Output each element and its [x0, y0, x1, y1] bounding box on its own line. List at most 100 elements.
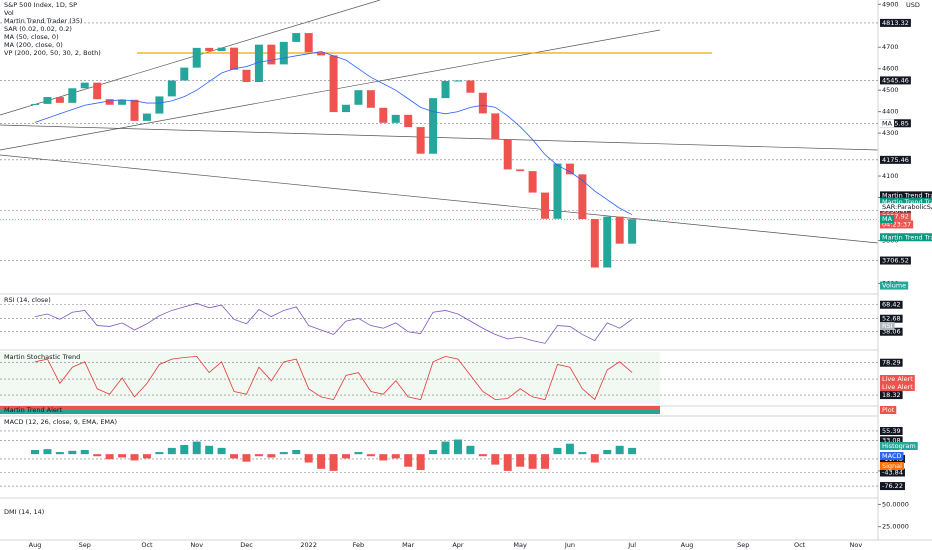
- x-tick-label: Dec: [240, 541, 253, 549]
- histogram-bar: [416, 454, 425, 471]
- candle: [118, 99, 127, 105]
- level-label-box: [880, 314, 903, 323]
- candle: [478, 92, 487, 114]
- level-label-box: [880, 482, 905, 491]
- histogram-bar: [541, 454, 550, 469]
- candle: [80, 82, 89, 89]
- histogram-bar: [242, 454, 251, 462]
- candle: [105, 99, 114, 105]
- candle: [254, 44, 263, 83]
- level-label-box: [880, 18, 911, 27]
- level-label: 68.42: [882, 301, 901, 309]
- candle: [429, 98, 438, 154]
- level-label-box: [880, 391, 903, 400]
- candle: [217, 47, 226, 52]
- histogram-bar: [155, 452, 164, 455]
- candle: [366, 90, 375, 108]
- indicator-legend: VP (200, 200, 50, 30, 2, Both): [4, 49, 101, 57]
- level-label: 78.29: [882, 359, 901, 367]
- countdown: 04:23:37: [882, 220, 911, 228]
- level-label-box: [880, 426, 903, 435]
- y-tick-label: 4500: [882, 86, 899, 94]
- histogram-bar: [180, 444, 189, 455]
- candle: [342, 104, 350, 113]
- histogram-bar: [379, 454, 388, 461]
- indicator-legend: Vol: [4, 9, 14, 17]
- candle: [292, 33, 301, 42]
- histogram-bar: [130, 454, 139, 461]
- pane-tag: RSI: [882, 322, 893, 330]
- pane-tag-box: [880, 462, 904, 470]
- pane-tag-box: [880, 322, 895, 330]
- x-tick-label: Mar: [402, 541, 415, 549]
- trend-line: [0, 154, 879, 244]
- candle: [516, 169, 525, 172]
- histogram-bar: [553, 447, 562, 455]
- level-label: 3706.52: [882, 257, 909, 265]
- last-price-label: 3897.92: [882, 212, 909, 220]
- histogram-bar: [118, 454, 127, 458]
- series-tag-box: [880, 215, 895, 223]
- series-tag-box: [880, 281, 909, 290]
- symbol-title: S&P 500 Index, 1D, SP: [4, 1, 77, 9]
- candle: [242, 69, 251, 83]
- series-tag-box: [880, 203, 932, 212]
- level-label-box: [880, 327, 903, 336]
- candle: [590, 219, 599, 268]
- histogram-bar: [578, 452, 587, 455]
- candle: [55, 97, 64, 103]
- level-label: 4175.46: [882, 156, 909, 164]
- candle: [267, 44, 276, 65]
- channel-line: [0, 0, 381, 116]
- pane-title: DMI (14, 14): [4, 508, 44, 516]
- x-tick-label: Jul: [627, 541, 636, 549]
- x-tick-label: Sep: [737, 541, 749, 549]
- candle: [304, 33, 313, 53]
- trend-line: [0, 124, 879, 151]
- candle: [142, 113, 151, 121]
- level-label-box: [880, 358, 903, 367]
- indicator-legend: SAR (0.02, 0.02, 0.2): [4, 25, 72, 33]
- candle: [192, 47, 201, 68]
- candle: [391, 114, 400, 123]
- histogram-bar: [354, 452, 363, 455]
- indicator-legend: Martin Trend Trader (35): [4, 17, 83, 25]
- level-label: 18.32: [882, 391, 901, 399]
- series-tag-box: [880, 197, 932, 206]
- histogram-bar: [615, 445, 624, 455]
- x-tick-label: Aug: [681, 541, 694, 549]
- candle: [441, 80, 450, 99]
- level-label: 33.08: [882, 436, 901, 444]
- histogram-bar: [429, 449, 438, 455]
- candle: [491, 113, 500, 140]
- histogram-bar: [404, 454, 413, 467]
- y-tick-label: 4700: [882, 43, 899, 51]
- candle: [453, 80, 462, 82]
- series-tag-box: [880, 191, 932, 200]
- histogram-bar: [590, 454, 599, 463]
- histogram-bar: [267, 454, 276, 458]
- pane-tag: MACD: [882, 452, 901, 460]
- candle: [541, 192, 550, 219]
- pane-tag: Plot: [882, 406, 895, 414]
- level-label: -76.22: [882, 482, 903, 490]
- level-label-box: [880, 300, 903, 309]
- x-tick-label: 2022: [300, 541, 317, 549]
- level-label: -43.84: [882, 469, 903, 477]
- x-tick-label: Oct: [794, 541, 806, 549]
- candle: [93, 82, 102, 100]
- x-tick-label: Feb: [353, 541, 365, 549]
- candle: [230, 47, 239, 70]
- series-tag: SAR:ParabolicSAR: [882, 203, 932, 211]
- pane-tag: Histogram: [882, 442, 916, 450]
- level-label-box: [880, 256, 911, 265]
- candle: [180, 67, 189, 81]
- x-tick-label: Nov: [190, 541, 203, 549]
- stoch-background: [0, 352, 660, 404]
- y-tick-label: 50.0000: [882, 500, 909, 508]
- indicator-legend: MA (50, close, 0): [4, 33, 59, 41]
- currency: USD: [906, 1, 920, 9]
- histogram-bar: [329, 454, 338, 471]
- histogram-bar: [167, 447, 176, 455]
